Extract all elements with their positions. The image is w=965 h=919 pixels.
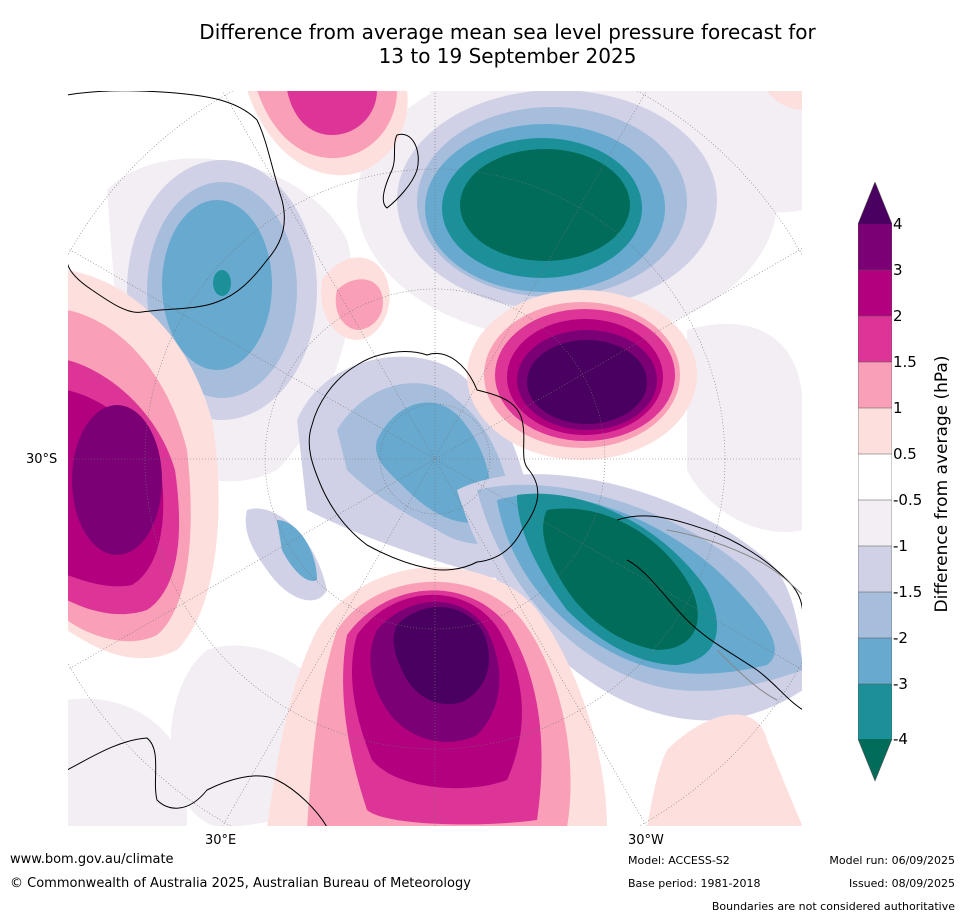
south-america-coastline — [67, 737, 328, 827]
lon-label-30w: 30°W — [628, 833, 664, 848]
footer-issued: Issued: 08/09/2025 — [848, 877, 955, 890]
colorbar-band-neg2-neg1.5 — [858, 592, 892, 638]
africa-coastline — [67, 90, 285, 313]
colorbar-band-neg4-neg3 — [858, 684, 892, 739]
high-bottom-right — [647, 714, 803, 827]
colorbar-tick: 4 — [893, 215, 903, 233]
colorbar-band-3-4 — [858, 224, 892, 270]
new-zealand-coastline — [382, 133, 419, 209]
colorbar-band-1.5-2 — [858, 316, 892, 362]
colorbar-band-1-1.5 — [858, 362, 892, 408]
colorbar-extend-max — [858, 182, 892, 224]
colorbar-tick: 3 — [893, 261, 903, 279]
australia-coastline — [616, 515, 803, 711]
colorbar-band-neg3-neg2 — [858, 638, 892, 684]
high-center-east — [467, 290, 697, 460]
colorbar-tick: -4 — [893, 730, 908, 748]
colorbar-tick: -0.5 — [893, 491, 923, 509]
high-north — [247, 90, 803, 340]
footer-website: www.bom.gov.au/climate — [10, 852, 174, 867]
country-borders — [666, 529, 803, 701]
low-northeast — [357, 90, 777, 340]
footer-base-period: Base period: 1981-2018 — [628, 877, 761, 890]
map-title: Difference from average mean sea level p… — [60, 20, 955, 68]
footer-model: Model: ACCESS-S2 — [628, 854, 730, 867]
high-west — [67, 270, 219, 659]
map-title-line1: Difference from average mean sea level p… — [199, 20, 816, 44]
colorbar-band-neutral — [858, 454, 892, 500]
colorbar-band-neg1.5-neg1 — [858, 546, 892, 592]
colorbar — [858, 182, 892, 782]
colorbar-tick: -1.5 — [893, 583, 923, 601]
pressure-anomaly-map — [67, 90, 803, 827]
colorbar-tick: -2 — [893, 629, 908, 647]
colorbar-label: Difference from average (hPa) — [932, 355, 952, 613]
colorbar-band-neg1-neg0.5 — [858, 500, 892, 546]
lat-label-30s: 30°S — [26, 452, 58, 467]
lon-label-30e: 30°E — [205, 833, 237, 848]
footer-copyright: © Commonwealth of Australia 2025, Austra… — [10, 876, 471, 891]
antarctica-coastline — [308, 351, 539, 571]
colorbar-extend-min — [858, 739, 892, 781]
colorbar-tick: 0.5 — [893, 445, 917, 463]
graticule — [67, 90, 803, 827]
footer-disclaimer: Boundaries are not considered authoritat… — [711, 900, 955, 913]
colorbar-band-0.5-1 — [858, 408, 892, 454]
colorbar-tick: 1.5 — [893, 353, 917, 371]
colorbar-tick: 2 — [893, 307, 903, 325]
map-canvas — [67, 90, 803, 827]
map-title-line2: 13 to 19 September 2025 — [378, 44, 637, 68]
colorbar-tick: 1 — [893, 399, 903, 417]
colorbar-tick: -1 — [893, 537, 908, 555]
low-southeast — [457, 474, 803, 721]
high-south — [267, 567, 607, 827]
colorbar-band-2-3 — [858, 270, 892, 316]
footer-model-run: Model run: 06/09/2025 — [829, 854, 955, 867]
colorbar-tick: -3 — [893, 675, 908, 693]
